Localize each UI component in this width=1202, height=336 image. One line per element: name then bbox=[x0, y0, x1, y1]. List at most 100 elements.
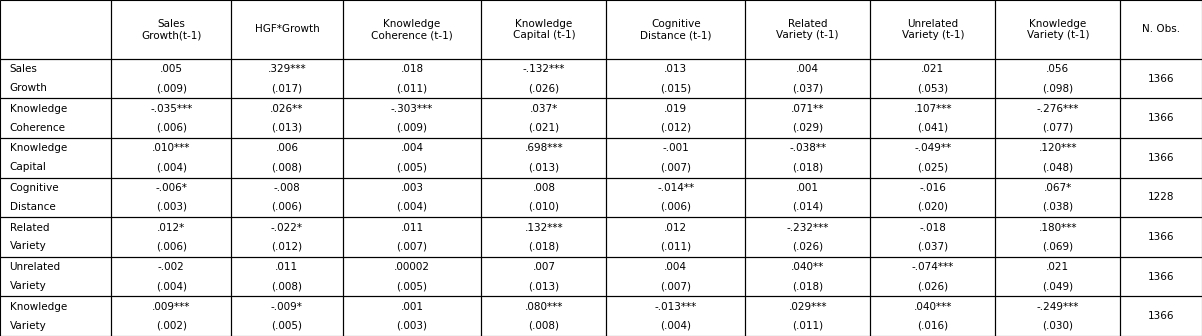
Bar bbox=[0, 178, 112, 217]
Text: 1366: 1366 bbox=[1148, 232, 1174, 242]
Text: .107***: .107*** bbox=[914, 104, 952, 114]
Bar bbox=[1120, 296, 1202, 336]
Text: .001: .001 bbox=[796, 183, 820, 193]
Text: (.011): (.011) bbox=[660, 241, 691, 251]
Bar bbox=[481, 138, 607, 178]
Bar bbox=[343, 138, 481, 178]
Text: (.008): (.008) bbox=[272, 281, 303, 291]
Text: (.002): (.002) bbox=[156, 321, 186, 331]
Text: (.026): (.026) bbox=[917, 281, 948, 291]
Text: (.006): (.006) bbox=[660, 202, 691, 212]
Bar bbox=[870, 0, 995, 59]
Text: .008: .008 bbox=[532, 183, 555, 193]
Text: (.053): (.053) bbox=[917, 83, 948, 93]
Text: (.026): (.026) bbox=[529, 83, 559, 93]
Text: Growth: Growth bbox=[10, 83, 48, 93]
Text: -.038**: -.038** bbox=[790, 143, 826, 154]
Text: -.074***: -.074*** bbox=[911, 262, 954, 272]
Text: .698***: .698*** bbox=[524, 143, 564, 154]
Bar bbox=[481, 98, 607, 138]
Text: .021: .021 bbox=[921, 64, 945, 74]
Bar bbox=[343, 0, 481, 59]
Bar bbox=[870, 138, 995, 178]
Bar bbox=[112, 257, 231, 296]
Text: (.008): (.008) bbox=[272, 162, 303, 172]
Bar bbox=[995, 138, 1120, 178]
Bar bbox=[1120, 59, 1202, 98]
Text: Related: Related bbox=[10, 222, 49, 233]
Bar bbox=[343, 217, 481, 257]
Bar bbox=[870, 296, 995, 336]
Bar bbox=[231, 178, 343, 217]
Text: (.013): (.013) bbox=[529, 162, 559, 172]
Text: Knowledge: Knowledge bbox=[10, 104, 67, 114]
Text: Knowledge
Capital (t-1): Knowledge Capital (t-1) bbox=[512, 18, 576, 40]
Text: -.022*: -.022* bbox=[270, 222, 303, 233]
Bar bbox=[231, 217, 343, 257]
Text: (.006): (.006) bbox=[156, 123, 186, 133]
Bar bbox=[870, 98, 995, 138]
Bar bbox=[0, 257, 112, 296]
Bar bbox=[0, 98, 112, 138]
Bar bbox=[231, 138, 343, 178]
Text: (.038): (.038) bbox=[1042, 202, 1073, 212]
Text: Cognitive: Cognitive bbox=[10, 183, 59, 193]
Bar bbox=[745, 217, 870, 257]
Text: Capital: Capital bbox=[10, 162, 47, 172]
Text: (.004): (.004) bbox=[660, 321, 691, 331]
Bar bbox=[1120, 138, 1202, 178]
Bar bbox=[343, 59, 481, 98]
Text: .010***: .010*** bbox=[153, 143, 190, 154]
Text: -.009*: -.009* bbox=[270, 302, 303, 312]
Bar bbox=[343, 98, 481, 138]
Text: (.004): (.004) bbox=[156, 281, 186, 291]
Text: .120***: .120*** bbox=[1039, 143, 1077, 154]
Text: Cognitive
Distance (t-1): Cognitive Distance (t-1) bbox=[639, 18, 712, 40]
Text: Related
Variety (t-1): Related Variety (t-1) bbox=[776, 18, 839, 40]
Bar bbox=[231, 98, 343, 138]
Text: .067*: .067* bbox=[1043, 183, 1072, 193]
Bar bbox=[1120, 257, 1202, 296]
Text: .012*: .012* bbox=[157, 222, 185, 233]
Text: -.249***: -.249*** bbox=[1036, 302, 1079, 312]
Text: (.037): (.037) bbox=[917, 241, 948, 251]
Bar bbox=[745, 59, 870, 98]
Text: Distance: Distance bbox=[10, 202, 55, 212]
Bar bbox=[995, 178, 1120, 217]
Bar bbox=[0, 217, 112, 257]
Bar bbox=[607, 138, 745, 178]
Text: .007: .007 bbox=[532, 262, 555, 272]
Bar bbox=[745, 296, 870, 336]
Text: 1366: 1366 bbox=[1148, 271, 1174, 282]
Text: .009***: .009*** bbox=[153, 302, 190, 312]
Text: (.006): (.006) bbox=[156, 241, 186, 251]
Text: (.014): (.014) bbox=[792, 202, 823, 212]
Text: (.030): (.030) bbox=[1042, 321, 1073, 331]
Bar bbox=[995, 296, 1120, 336]
Text: (.004): (.004) bbox=[397, 202, 428, 212]
Text: (.017): (.017) bbox=[272, 83, 303, 93]
Text: (.025): (.025) bbox=[917, 162, 948, 172]
Bar bbox=[870, 217, 995, 257]
Text: (.007): (.007) bbox=[660, 281, 691, 291]
Text: (.069): (.069) bbox=[1042, 241, 1073, 251]
Bar bbox=[607, 217, 745, 257]
Text: .012: .012 bbox=[665, 222, 688, 233]
Bar bbox=[607, 0, 745, 59]
Text: N. Obs.: N. Obs. bbox=[1142, 25, 1180, 34]
Text: (.011): (.011) bbox=[792, 321, 823, 331]
Text: .001: .001 bbox=[400, 302, 423, 312]
Text: (.005): (.005) bbox=[272, 321, 303, 331]
Bar bbox=[995, 0, 1120, 59]
Bar bbox=[995, 257, 1120, 296]
Bar bbox=[231, 296, 343, 336]
Text: -.008: -.008 bbox=[274, 183, 300, 193]
Bar bbox=[0, 138, 112, 178]
Text: (.011): (.011) bbox=[397, 83, 428, 93]
Bar bbox=[231, 0, 343, 59]
Text: (.009): (.009) bbox=[397, 123, 428, 133]
Text: Knowledge: Knowledge bbox=[10, 302, 67, 312]
Text: .006: .006 bbox=[275, 143, 298, 154]
Bar bbox=[481, 0, 607, 59]
Bar bbox=[112, 59, 231, 98]
